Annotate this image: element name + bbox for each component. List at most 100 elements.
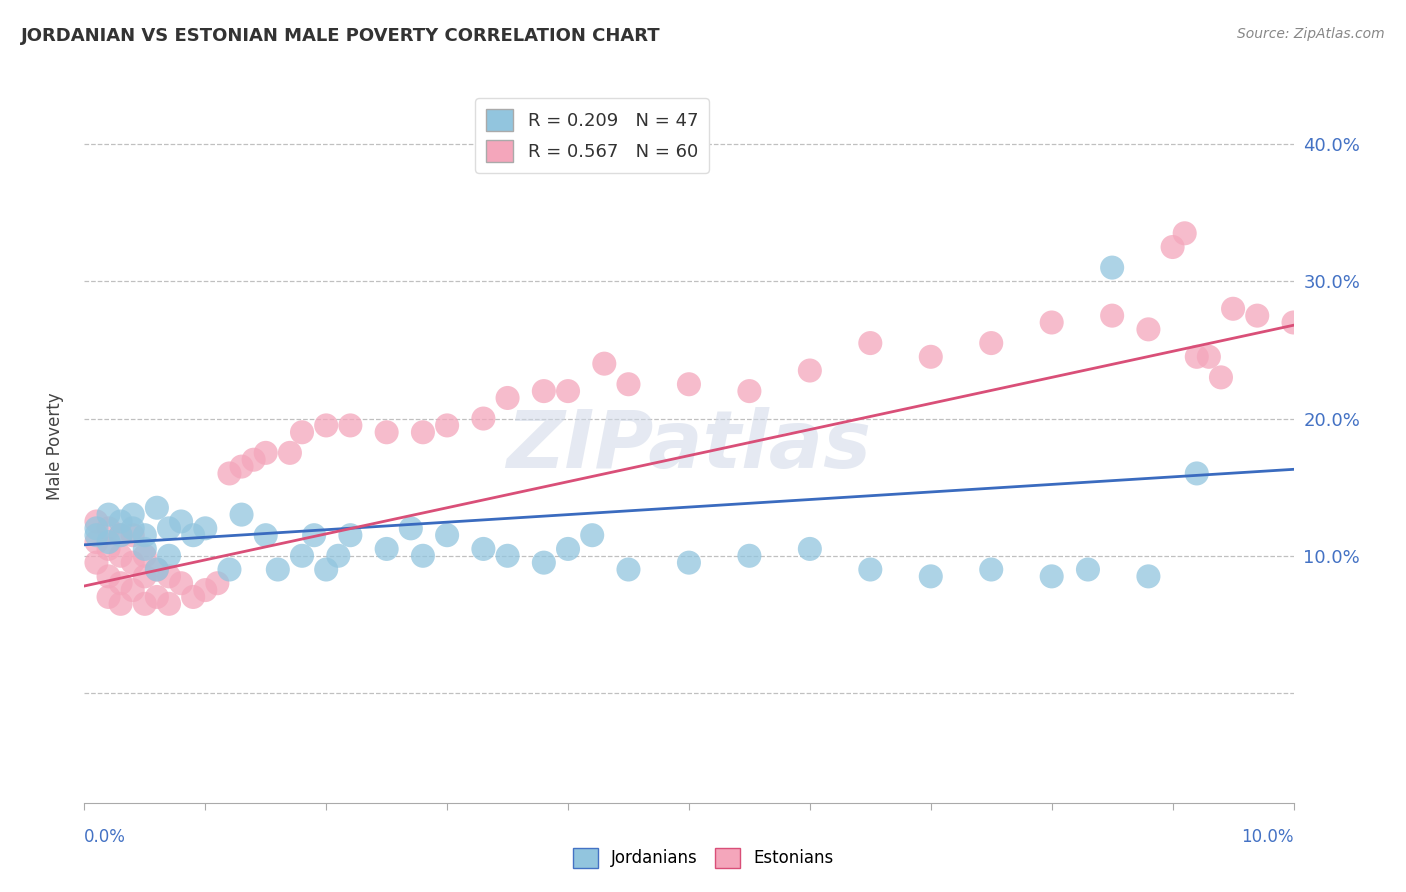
Text: Source: ZipAtlas.com: Source: ZipAtlas.com [1237, 27, 1385, 41]
Point [1077, 562, 1099, 576]
Point [97, 590, 120, 604]
Point [302, 528, 325, 542]
Point [207, 576, 229, 591]
Point [980, 336, 1002, 351]
Point [86, 515, 108, 529]
Point [678, 556, 700, 570]
Point [496, 391, 519, 405]
Point [181, 528, 204, 542]
Point [110, 576, 132, 591]
Point [1174, 227, 1197, 241]
Point [1101, 309, 1123, 323]
Y-axis label: Male Poverty: Male Poverty [45, 392, 63, 500]
Point [278, 446, 301, 460]
Point [134, 569, 156, 583]
Point [1185, 467, 1208, 481]
Point [218, 467, 240, 481]
Point [86, 528, 108, 542]
Point [157, 597, 180, 611]
Point [110, 528, 132, 542]
Point [97, 521, 120, 535]
Point [375, 541, 398, 556]
Point [194, 583, 217, 598]
Point [1209, 370, 1232, 384]
Point [170, 576, 193, 591]
Point [436, 528, 458, 542]
Point [533, 556, 555, 570]
Point [412, 549, 434, 563]
Point [134, 541, 156, 556]
Point [146, 562, 169, 576]
Point [1222, 301, 1244, 316]
Point [110, 515, 132, 529]
Point [617, 562, 640, 576]
Text: 10.0%: 10.0% [1241, 828, 1294, 846]
Point [593, 357, 616, 371]
Point [97, 569, 120, 583]
Point [254, 528, 277, 542]
Point [533, 384, 555, 398]
Point [86, 535, 108, 549]
Point [86, 521, 108, 535]
Point [472, 411, 495, 425]
Point [678, 377, 700, 392]
Point [375, 425, 398, 440]
Point [121, 528, 143, 542]
Point [97, 535, 120, 549]
Point [920, 350, 942, 364]
Point [97, 508, 120, 522]
Point [1282, 316, 1305, 330]
Point [242, 452, 264, 467]
Point [1137, 569, 1160, 583]
Point [157, 569, 180, 583]
Point [412, 425, 434, 440]
Point [134, 549, 156, 563]
Point [291, 549, 314, 563]
Point [134, 597, 156, 611]
Point [146, 562, 169, 576]
Point [157, 521, 180, 535]
Point [1198, 350, 1220, 364]
Text: 0.0%: 0.0% [84, 828, 127, 846]
Point [181, 590, 204, 604]
Point [339, 418, 361, 433]
Point [231, 508, 253, 522]
Point [146, 500, 169, 515]
Point [170, 515, 193, 529]
Point [110, 549, 132, 563]
Point [194, 521, 217, 535]
Point [146, 590, 169, 604]
Point [218, 562, 240, 576]
Text: ZIPatlas: ZIPatlas [506, 407, 872, 485]
Point [1185, 350, 1208, 364]
Point [121, 583, 143, 598]
Point [86, 556, 108, 570]
Point [1161, 240, 1184, 254]
Point [328, 549, 350, 563]
Point [738, 549, 761, 563]
Point [1246, 309, 1268, 323]
Point [267, 562, 290, 576]
Point [97, 541, 120, 556]
Point [291, 425, 314, 440]
Point [436, 418, 458, 433]
Point [496, 549, 519, 563]
Point [581, 528, 603, 542]
Point [315, 562, 337, 576]
Point [920, 569, 942, 583]
Point [110, 597, 132, 611]
Point [110, 528, 132, 542]
Point [472, 541, 495, 556]
Point [231, 459, 253, 474]
Point [134, 528, 156, 542]
Point [738, 384, 761, 398]
Legend: Jordanians, Estonians: Jordanians, Estonians [567, 841, 839, 875]
Point [557, 541, 579, 556]
Point [121, 521, 143, 535]
Point [339, 528, 361, 542]
Point [399, 521, 422, 535]
Point [980, 562, 1002, 576]
Point [859, 336, 882, 351]
Point [1137, 322, 1160, 336]
Point [121, 556, 143, 570]
